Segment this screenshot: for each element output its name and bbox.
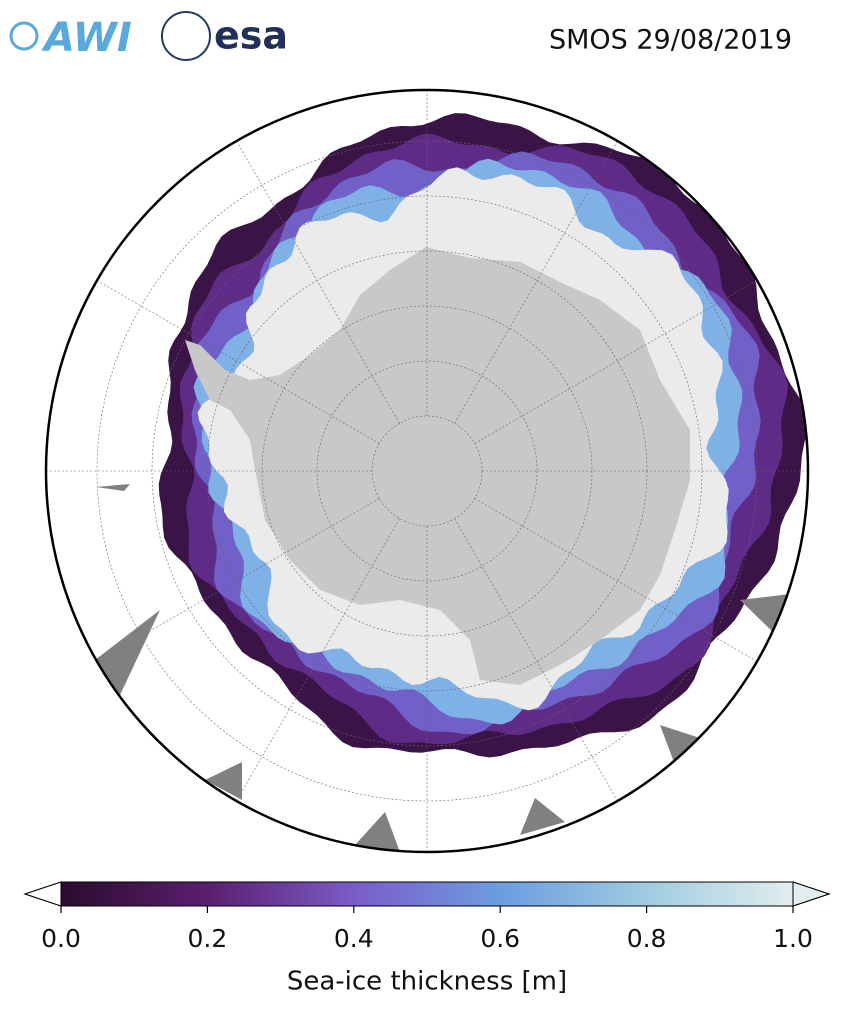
colorbar-ramp <box>60 881 794 907</box>
awi-globe <box>9 21 39 51</box>
awi-logo: AWI <box>41 15 132 61</box>
logos: AWI esa <box>9 11 288 61</box>
colorbar-tick-label: 0.4 <box>334 924 374 953</box>
parallel <box>96 140 758 802</box>
colorbar-tick-label: 0.0 <box>41 924 81 953</box>
colorbar-min-extend <box>23 881 62 907</box>
map-frame <box>44 88 810 854</box>
title: SMOS 29/08/2019 <box>549 25 792 56</box>
esa-logo: esa <box>214 14 288 58</box>
colorbar <box>23 881 831 913</box>
colorbar-max-extend <box>792 881 831 907</box>
antarctica <box>185 247 690 685</box>
graticule <box>46 90 808 852</box>
colorbar-tick-label: 1.0 <box>773 924 813 953</box>
colorbar-tick-label: 0.2 <box>188 924 228 953</box>
colorbar-tick-label: 0.6 <box>480 924 520 953</box>
map <box>46 90 808 852</box>
parallel <box>316 360 538 582</box>
esa-globe <box>161 11 211 61</box>
colorbar-label: Sea-ice thickness [m] <box>287 967 567 997</box>
colorbar-tick-label: 0.8 <box>627 924 667 953</box>
